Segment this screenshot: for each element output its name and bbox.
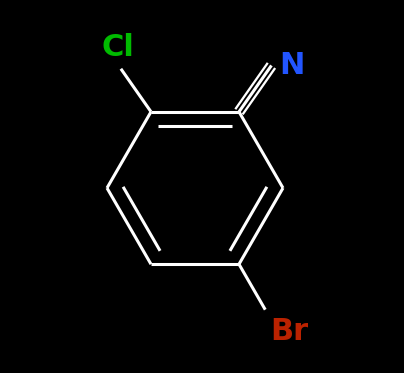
Text: Cl: Cl — [101, 33, 134, 62]
Text: N: N — [280, 51, 305, 80]
Text: Br: Br — [270, 317, 308, 346]
